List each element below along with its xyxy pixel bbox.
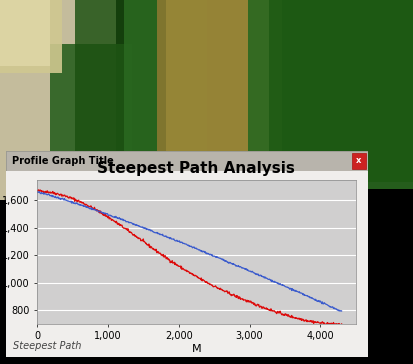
Bar [6, 151, 368, 171]
Y-axis label: N: N [0, 242, 5, 252]
Bar [165, 0, 268, 175]
Bar [0, 0, 116, 200]
Bar [74, 0, 178, 175]
Bar [351, 153, 365, 169]
Title: Steepest Path Analysis: Steepest Path Analysis [97, 161, 294, 176]
Bar [268, 0, 413, 182]
Bar [0, 0, 50, 66]
Text: x: x [356, 156, 361, 165]
Text: Profile Graph Title: Profile Graph Title [12, 156, 113, 166]
Bar [50, 44, 132, 189]
Bar [0, 0, 74, 200]
Bar [248, 0, 413, 189]
Bar [0, 0, 62, 73]
Text: Steepest Path: Steepest Path [13, 341, 82, 351]
Bar [124, 0, 206, 189]
Bar [157, 0, 281, 189]
X-axis label: M: M [191, 344, 201, 354]
